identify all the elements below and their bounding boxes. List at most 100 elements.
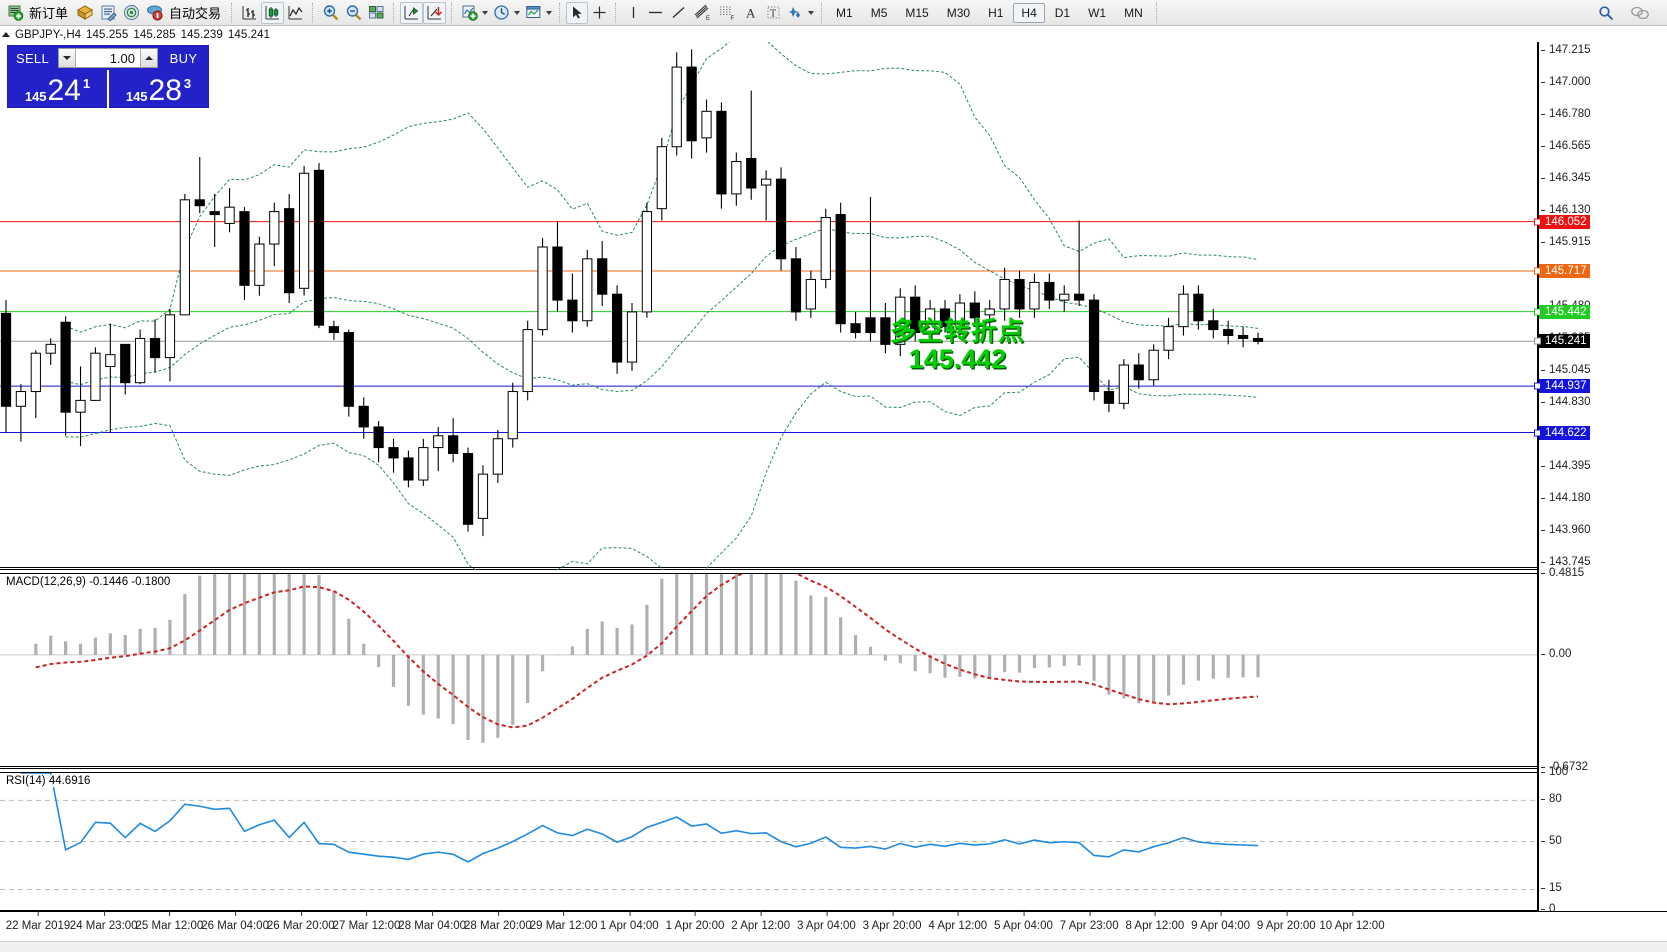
price-tick: 144.395 (1541, 460, 1591, 472)
one-click-trading-panel[interactable]: SELL 1.00 BUY 145 24 1 145 28 3 (7, 45, 209, 108)
candle-body-bearish (910, 296, 921, 334)
time-tick: 26 Mar 20:00 (267, 911, 335, 932)
candle-body-bullish (254, 243, 265, 286)
buy-button[interactable]: BUY (169, 50, 198, 66)
timeframe-w1[interactable]: W1 (1088, 5, 1107, 20)
shapes-dropdown-caret[interactable] (808, 10, 815, 15)
text-box-button[interactable]: T (762, 2, 784, 24)
new-order-button[interactable]: 新订单 (4, 2, 73, 24)
chat-icon (1631, 6, 1649, 19)
symbol-ohlc-line: GBPJPY-,H4 145.255 145.285 145.239 145.2… (0, 27, 270, 42)
chart-container[interactable]: 多空转折点 145.442 MACD(12,26,9) -0.1446 -0.1… (0, 42, 1667, 952)
autotrading-button[interactable]: 自动交易 (143, 2, 226, 24)
price-pane[interactable]: 多空转折点 145.442 (0, 42, 1537, 570)
rsi-tick: 15 (1541, 882, 1562, 894)
rsi-pane[interactable]: RSI(14) 44.6916 (0, 772, 1537, 911)
volume-stepper[interactable]: 1.00 (58, 48, 158, 68)
candle-body-bullish (522, 329, 533, 393)
volume-increase-button[interactable] (140, 49, 157, 67)
candle-body-bullish (999, 278, 1010, 310)
macd-histogram (34, 574, 1260, 743)
time-tick: 3 Apr 20:00 (863, 911, 922, 932)
indicators-dropdown-caret[interactable] (482, 10, 489, 15)
candle-body-bullish (75, 399, 86, 413)
line-chart-button[interactable] (284, 2, 307, 24)
zoom-in-button[interactable] (319, 2, 342, 24)
timeframe-m1[interactable]: M1 (836, 5, 853, 20)
volume-decrease-button[interactable] (59, 49, 76, 67)
candle-body-bearish (1103, 391, 1115, 404)
timeframe-m15[interactable]: M15 (905, 5, 929, 20)
candle-body-bullish (15, 391, 27, 407)
equidistant-channel-button[interactable]: E (690, 2, 715, 24)
price-axis[interactable]: 147.215 147.000 146.780 146.565 146.345 146.1… (1534, 42, 1667, 915)
chevron-up-icon (145, 56, 153, 60)
ohlc-low: 145.239 (180, 28, 223, 41)
price-label-resistance-red[interactable]: 146.052 (1534, 214, 1590, 229)
candles-group (0, 49, 1264, 537)
candle-body-bullish (641, 211, 653, 313)
price-label-resistance-orange[interactable]: 145.717 (1534, 264, 1590, 279)
chart-shift-button[interactable] (400, 1, 424, 24)
cursor-button[interactable] (566, 1, 589, 24)
timeframe-h4[interactable]: H4 (1013, 2, 1045, 23)
metaeditor-button[interactable] (97, 2, 120, 24)
timeframe-h1[interactable]: H1 (988, 5, 1004, 20)
tile-windows-button[interactable] (365, 2, 388, 24)
price-label-pivot-green[interactable]: 145.442 (1534, 304, 1590, 319)
bar-chart-button[interactable] (238, 2, 261, 24)
buy-price-point: 3 (183, 76, 192, 91)
timeframe-mn[interactable]: MN (1124, 5, 1143, 20)
crosshair-button[interactable] (588, 2, 610, 24)
time-tick: 9 Apr 20:00 (1257, 911, 1316, 932)
vertical-line-button[interactable] (622, 2, 644, 24)
candlestick-chart-button[interactable] (261, 1, 285, 24)
templates-button[interactable] (522, 2, 545, 24)
search-button[interactable] (1595, 2, 1617, 24)
candle-body-bearish (388, 447, 399, 459)
rsi-chart-svg (0, 773, 1537, 890)
price-label-support-blue-2[interactable]: 144.622 (1534, 425, 1590, 440)
sell-price-quote[interactable]: 145 24 1 (8, 70, 109, 108)
tile-windows-icon (369, 6, 384, 19)
candle-body-bullish (805, 278, 816, 310)
candle-body-bearish (358, 405, 369, 428)
macd-tick: 0.4815 (1541, 567, 1584, 579)
time-tick: 3 Apr 04:00 (797, 911, 856, 932)
indicators-button[interactable] (458, 2, 481, 24)
ohlc-close: 145.241 (227, 28, 271, 41)
templates-dropdown-caret[interactable] (546, 10, 553, 15)
buy-price-quote[interactable]: 145 28 3 (109, 70, 208, 108)
horizontal-line-button[interactable] (644, 2, 667, 24)
zoom-out-button[interactable] (342, 2, 365, 24)
sell-button[interactable]: SELL (15, 50, 49, 66)
trend-line-button[interactable] (667, 2, 690, 24)
timeframe-m30[interactable]: M30 (946, 5, 971, 20)
macd-tick: 0.00 (1541, 648, 1571, 660)
sell-price-prefix: 145 (24, 89, 47, 104)
expert-advisors-button[interactable] (73, 2, 97, 24)
candle-body-bullish (224, 206, 235, 224)
shapes-button[interactable] (784, 2, 807, 24)
auto-scroll-button[interactable] (423, 1, 447, 24)
candle-body-bullish (731, 160, 742, 195)
candle-body-bullish (477, 473, 489, 519)
fibonacci-retracement-button[interactable]: F (715, 2, 740, 24)
timeframe-m5[interactable]: M5 (870, 5, 888, 20)
toolbar-separator (615, 2, 617, 23)
volume-input[interactable]: 1.00 (76, 49, 140, 67)
timeframe-d1[interactable]: D1 (1054, 5, 1071, 20)
signals-button[interactable] (120, 2, 143, 24)
periods-button[interactable] (490, 2, 513, 24)
time-tick: 10 Apr 12:00 (1319, 911, 1385, 932)
periods-dropdown-caret[interactable] (514, 10, 521, 15)
price-label-support-blue-1[interactable]: 144.937 (1534, 379, 1590, 394)
chat-button[interactable] (1627, 2, 1653, 24)
collapse-triangle-icon[interactable] (2, 32, 10, 37)
chart-shift-icon (404, 6, 419, 20)
macd-pane[interactable]: MACD(12,26,9) -0.1446 -0.1800 (0, 573, 1537, 769)
text-label-button[interactable]: A (740, 2, 762, 24)
candle-body-bullish (507, 391, 518, 440)
bollinger-lower-band (65, 356, 1259, 570)
price-label-last-price[interactable]: 145.241 (1534, 334, 1590, 349)
